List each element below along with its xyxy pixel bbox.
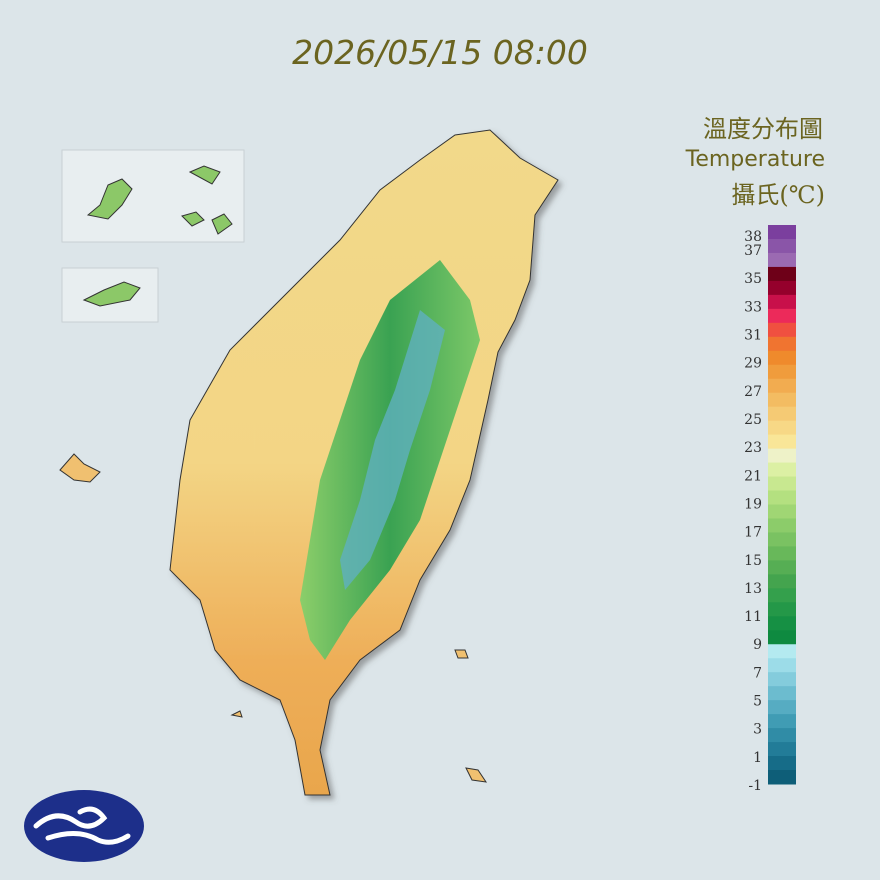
inset-islands bbox=[82, 165, 233, 307]
legend-tick-label: 35 bbox=[744, 271, 762, 287]
legend-tick-label: 11 bbox=[744, 609, 762, 625]
legend-tick-label: 13 bbox=[744, 581, 762, 597]
legend-tick-label: 21 bbox=[744, 468, 762, 484]
legend-swatch bbox=[768, 294, 796, 310]
legend-swatch bbox=[768, 742, 796, 757]
legend-swatch bbox=[768, 728, 796, 743]
timestamp: 2026/05/15 08:00 bbox=[292, 33, 588, 72]
legend-swatch bbox=[768, 322, 796, 338]
legend-tick-label: 29 bbox=[744, 356, 762, 372]
legend-swatch bbox=[768, 574, 796, 589]
legend-tick-label: 23 bbox=[744, 440, 762, 456]
legend-tick-label: 3 bbox=[753, 722, 762, 738]
logo-swirl bbox=[33, 806, 131, 845]
legend-swatch bbox=[768, 392, 796, 408]
small-islands bbox=[59, 453, 488, 783]
legend-swatch bbox=[768, 225, 796, 240]
legend-tick-label: 37 bbox=[744, 243, 762, 259]
legend-swatch bbox=[768, 658, 796, 673]
legend-swatch bbox=[768, 672, 796, 687]
legend-swatch bbox=[768, 266, 796, 282]
legend-tick-label: 17 bbox=[744, 525, 762, 541]
legend-tick-label: 38 bbox=[744, 229, 762, 245]
legend-swatch bbox=[768, 252, 796, 268]
legend-tick-label: 9 bbox=[753, 637, 762, 653]
legend-swatch bbox=[768, 770, 796, 785]
legend-swatch bbox=[768, 602, 796, 617]
legend-swatch bbox=[768, 448, 796, 464]
high-peaks bbox=[340, 310, 445, 590]
legend-unit: 攝氏(℃) bbox=[731, 181, 825, 209]
legend-tick-label: 33 bbox=[744, 299, 762, 315]
legend-tick-label: 15 bbox=[744, 553, 762, 569]
legend-tick-label: 1 bbox=[753, 750, 762, 766]
legend-swatch bbox=[768, 378, 796, 394]
legend-swatch bbox=[768, 518, 796, 533]
legend-swatch bbox=[768, 364, 796, 380]
legend-swatch bbox=[768, 700, 796, 715]
legend-swatch bbox=[768, 490, 796, 505]
legend-swatch bbox=[768, 546, 796, 561]
legend-swatch bbox=[768, 280, 796, 296]
legend-swatch bbox=[768, 462, 796, 478]
legend-swatch bbox=[768, 644, 796, 659]
legend-swatch bbox=[768, 434, 796, 450]
legend-tick-label: 31 bbox=[744, 328, 762, 344]
legend-swatch bbox=[768, 630, 796, 645]
legend-title: 溫度分布圖 bbox=[703, 115, 823, 143]
legend-swatch bbox=[768, 308, 796, 324]
legend-swatch bbox=[768, 350, 796, 366]
legend-tick-label: 19 bbox=[744, 496, 762, 512]
legend-swatch bbox=[768, 336, 796, 352]
legend-tick-label: 7 bbox=[753, 665, 762, 681]
legend-swatch bbox=[768, 560, 796, 575]
legend-swatch bbox=[768, 476, 796, 492]
legend-tick-label: -1 bbox=[748, 778, 762, 794]
legend-swatch bbox=[768, 504, 796, 519]
legend-swatch bbox=[768, 714, 796, 729]
legend-swatch bbox=[768, 532, 796, 547]
legend-swatch bbox=[768, 238, 796, 254]
legend-subtitle: Temperature bbox=[685, 147, 825, 172]
inset-box bbox=[61, 149, 245, 243]
legend-swatch bbox=[768, 406, 796, 422]
legend-tick-label: 25 bbox=[744, 412, 762, 428]
legend-swatch bbox=[768, 420, 796, 436]
legend-tick-label: 27 bbox=[744, 384, 762, 400]
legend-tick-label: 5 bbox=[753, 694, 762, 710]
legend-swatch bbox=[768, 616, 796, 631]
legend-swatch bbox=[768, 756, 796, 771]
legend-swatch bbox=[768, 588, 796, 603]
legend-swatch bbox=[768, 686, 796, 701]
legend-bar bbox=[768, 225, 796, 785]
